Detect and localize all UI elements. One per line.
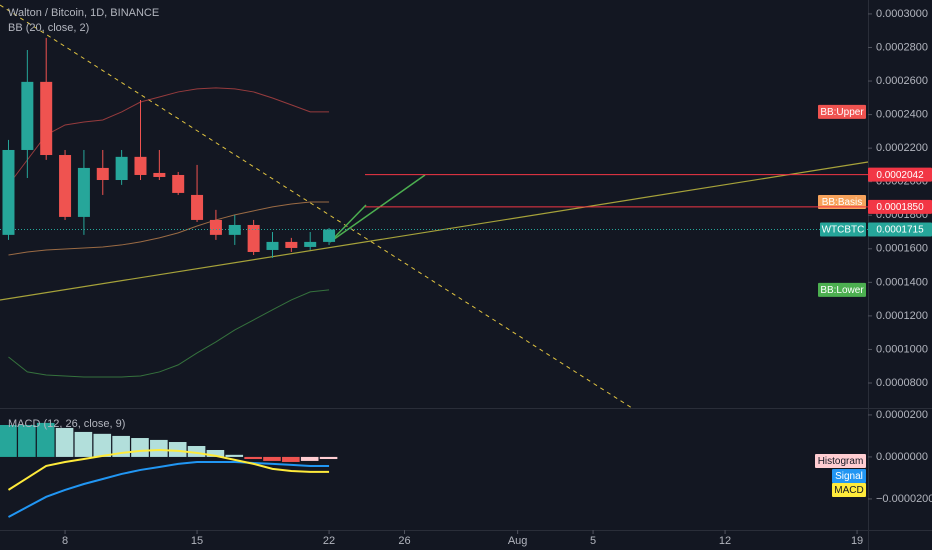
price-line-label: 0.0001850 <box>876 202 924 213</box>
y-tick-label: 0.0000200 <box>876 409 928 421</box>
y-tick-label: 0.0002600 <box>876 75 928 87</box>
y-tick-label: 0.0001200 <box>876 310 928 322</box>
indicator-label: BB (20, close, 2) <box>8 22 89 34</box>
series-tag-bg <box>818 104 866 119</box>
arrow-head <box>329 204 367 243</box>
histogram-bar <box>93 433 112 457</box>
legend-tag: Histogram <box>818 456 864 467</box>
candle-body <box>134 156 147 175</box>
histogram-bar <box>282 456 300 462</box>
candle-body <box>21 81 34 150</box>
histogram-bar <box>150 439 168 457</box>
candle-body <box>191 194 204 220</box>
histogram-bar <box>74 431 93 457</box>
y-tick-label: 0.0000800 <box>876 377 928 389</box>
arrow <box>329 174 426 243</box>
candle-body <box>266 241 279 250</box>
macd-line <box>7 448 330 491</box>
histogram-bar <box>244 456 262 460</box>
y-tick-label: 0.0000000 <box>876 451 928 463</box>
bb-line <box>8 289 330 378</box>
x-tick-label: 19 <box>851 535 863 547</box>
plot: 0.0003000 0.0002800 0.0002600 0.0002400 0.00… <box>0 8 932 547</box>
histogram-bar <box>168 442 187 457</box>
y-tick-label: 0.0001400 <box>876 276 928 288</box>
legend-tag-bg <box>832 483 866 497</box>
symbol-tag: WTCBTC <box>822 225 865 236</box>
bb-line <box>8 87 330 186</box>
legend-tag-bg <box>832 469 866 483</box>
last-price-label-bg <box>868 222 932 237</box>
histogram-bar <box>206 449 225 457</box>
candle-body <box>153 172 166 177</box>
price-line-label-bg <box>868 199 932 214</box>
histogram-bar <box>131 438 149 457</box>
arrow-shaft <box>329 174 426 243</box>
histogram-bar <box>187 446 206 457</box>
series-tag: BB:Basis <box>822 197 863 208</box>
price-line-label-bg <box>868 167 932 182</box>
trend-line <box>0 4 633 409</box>
candle-body <box>323 229 336 242</box>
series-tag-bg <box>818 194 866 209</box>
y-tick-label: −0.0000200 <box>876 493 932 505</box>
candle-body <box>304 241 317 247</box>
candle-body <box>115 156 128 181</box>
candle-body <box>209 219 222 235</box>
x-tick-label: 12 <box>719 535 731 547</box>
last-price-label: 0.0001715 <box>876 225 924 236</box>
y-tick-label: 0.0003000 <box>876 8 928 20</box>
chart-title: Walton / Bitcoin, 1D, BINANCE <box>8 7 159 19</box>
candle-body <box>59 155 72 217</box>
histogram-bar <box>0 425 17 457</box>
histogram-bar <box>263 456 281 461</box>
y-tick-label: 0.0001000 <box>876 343 928 355</box>
candle-body <box>2 149 15 235</box>
x-tick-label: 5 <box>590 535 596 547</box>
macd-line <box>8 460 330 518</box>
y-tick-label: 0.0002200 <box>876 142 928 154</box>
symbol-tag-bg <box>820 222 866 237</box>
histogram-bar <box>225 454 244 457</box>
legend-tag: Signal <box>835 471 863 482</box>
x-tick-label: 26 <box>398 535 410 547</box>
indicator-label: MACD (12, 26, close, 9) <box>8 418 125 430</box>
candle-body <box>96 167 109 181</box>
bb-line <box>8 201 330 256</box>
x-tick-label: 8 <box>62 535 68 547</box>
histogram-bar <box>36 422 55 457</box>
x-tick-label: 22 <box>323 535 335 547</box>
series-tag: BB:Upper <box>820 107 864 118</box>
series-tag-bg <box>818 282 866 297</box>
series-tag: BB:Lower <box>820 285 864 296</box>
candle-body <box>285 241 298 248</box>
y-tick-label: 0.0002800 <box>876 41 928 53</box>
y-tick-label: 0.0001600 <box>876 243 928 255</box>
candle-body <box>247 224 260 252</box>
trend-line <box>0 161 869 301</box>
legend-tag-bg <box>815 454 866 468</box>
candle-body <box>40 81 53 156</box>
histogram-bar <box>55 427 74 457</box>
x-tick-label: 15 <box>191 535 203 547</box>
candle-body <box>172 174 185 193</box>
legend-tag: MACD <box>834 485 863 496</box>
y-tick-label: 0.0002400 <box>876 108 928 120</box>
histogram-bar <box>300 456 319 461</box>
price-line-label: 0.0002042 <box>876 170 924 181</box>
candle-body <box>77 167 90 217</box>
histogram-bar <box>319 456 338 460</box>
histogram-bar <box>18 425 36 457</box>
x-tick-label: Aug <box>508 535 528 547</box>
